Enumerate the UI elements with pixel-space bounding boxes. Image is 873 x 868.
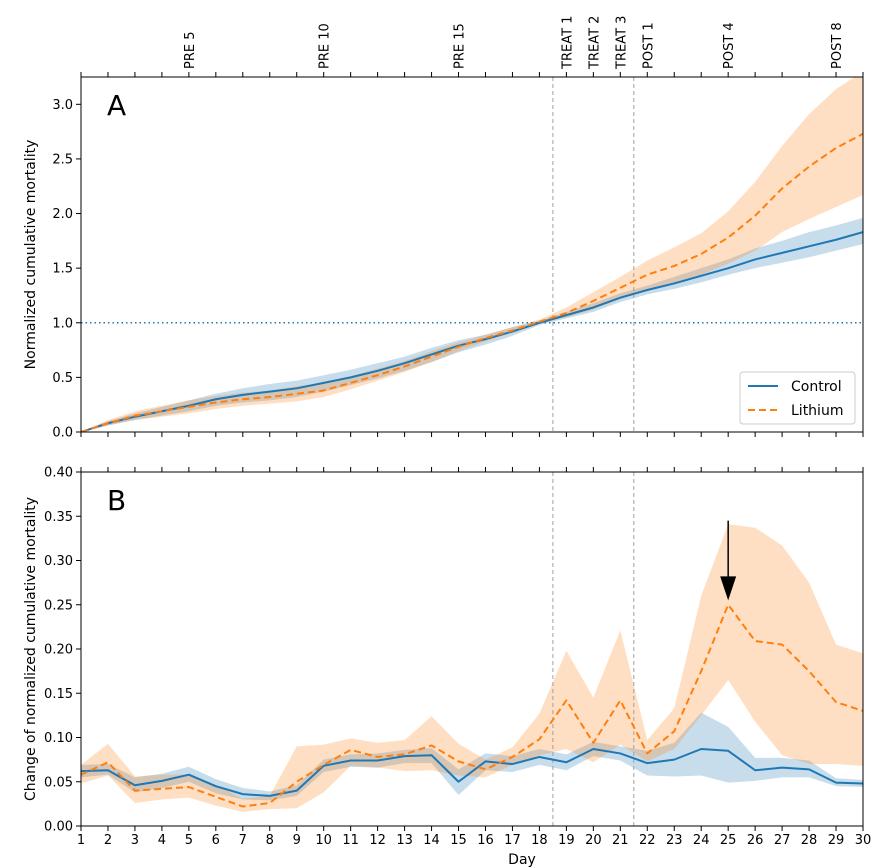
y-tick-label: 0.25 (44, 598, 73, 613)
x-tick-label: 6 (212, 833, 220, 848)
x-tick-label: 26 (747, 833, 764, 848)
series-line-control (81, 748, 863, 797)
panel-letter: B (107, 484, 126, 517)
x-tick-label: 8 (266, 833, 274, 848)
top-axis-label: PRE 10 (318, 23, 333, 69)
x-tick-label: 9 (293, 833, 301, 848)
band-lithium (81, 77, 863, 432)
y-tick-label: 1.5 (52, 262, 73, 277)
x-tick-label: 14 (423, 833, 440, 848)
y-tick-label: 2.0 (52, 207, 73, 222)
y-tick-label: 0.00 (44, 820, 73, 835)
x-tick-label: 17 (504, 833, 521, 848)
panel-b: 1 2 3 4 5 6 7 8 9 10 11 12 13 14 15 16 17 18 19 20 21 22 23 24 2… (23, 466, 871, 868)
y-tick-label: 0.40 (44, 466, 73, 481)
y-axis-label: Normalized cumulative mortality (23, 140, 39, 370)
top-axis-label: PRE 15 (453, 23, 468, 69)
axes-frame (80, 76, 864, 433)
x-tick-label: 21 (612, 833, 629, 848)
y-tick-label: 0.5 (52, 371, 73, 386)
y-tick-label: 0.20 (44, 643, 73, 658)
x-tick-label: 7 (239, 833, 247, 848)
x-tick-label: 3 (131, 833, 139, 848)
x-tick-label: 29 (828, 833, 845, 848)
plot-area (81, 77, 863, 432)
band-control (81, 712, 863, 801)
x-tick-label: 15 (450, 833, 467, 848)
x-tick-label: 5 (185, 833, 193, 848)
y-tick-label: 0.15 (44, 687, 73, 702)
top-axis-label: TREAT 2 (587, 16, 602, 70)
x-tick-label: 25 (720, 833, 737, 848)
x-tick-label: 22 (639, 833, 656, 848)
y-tick-label: 3.0 (52, 98, 73, 113)
y-tick-label: 0.0 (52, 426, 73, 441)
panel-a: 0.0 0.5 1.0 1.5 2.0 2.5 3.0 PRE 5 PRE 10 PRE 15 TR… (23, 16, 864, 441)
x-tick-label: 13 (396, 833, 413, 848)
x-tick-label: 1 (77, 833, 85, 848)
panel-letter: A (107, 89, 126, 122)
x-tick-label: 12 (369, 833, 386, 848)
x-tick-label: 27 (774, 833, 791, 848)
x-axis-label: Day (508, 852, 536, 868)
top-axis-label: PRE 5 (183, 32, 198, 70)
x-tick-label: 16 (477, 833, 494, 848)
x-tick-label: 2 (104, 833, 112, 848)
y-tick-label: 0.05 (44, 775, 73, 790)
top-axis-label: TREAT 3 (614, 16, 629, 70)
top-axis-label: POST 1 (641, 22, 656, 69)
plot-area (81, 472, 863, 826)
top-axis-label: POST 4 (722, 22, 737, 69)
legend-label-lithium: Lithium (791, 403, 843, 419)
x-tick-label: 4 (158, 833, 166, 848)
x-tick-label: 28 (801, 833, 818, 848)
top-axis-label: POST 8 (830, 22, 845, 69)
x-tick-label: 23 (666, 833, 683, 848)
y-tick-label: 2.5 (52, 152, 73, 167)
x-tick-label: 11 (342, 833, 359, 848)
legend-label-control: Control (791, 379, 842, 395)
x-tick-label: 19 (558, 833, 575, 848)
series-line-lithium (81, 132, 863, 432)
y-tick-label: 1.0 (52, 316, 73, 331)
x-tick-label: 30 (855, 833, 872, 848)
y-axis-label: Change of normalized cumulative mortalit… (23, 497, 39, 801)
y-tick-label: 0.10 (44, 731, 73, 746)
x-tick-label: 24 (693, 833, 710, 848)
y-tick-label: 0.30 (44, 554, 73, 569)
series-line-lithium (81, 603, 863, 808)
x-tick-label: 20 (585, 833, 602, 848)
x-tick-label: 18 (531, 833, 548, 848)
band-lithium (81, 524, 863, 812)
top-axis-label: TREAT 1 (560, 16, 575, 70)
x-tick-label: 10 (315, 833, 332, 848)
y-tick-label: 0.35 (44, 510, 73, 525)
band-control (81, 217, 863, 432)
annotation-arrow-head (720, 576, 737, 601)
